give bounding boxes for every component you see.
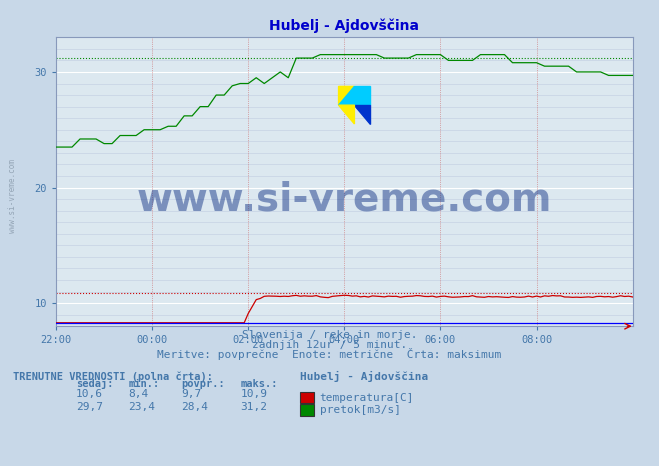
- Text: www.si-vreme.com: www.si-vreme.com: [8, 159, 17, 233]
- Text: zadnjih 12ur / 5 minut.: zadnjih 12ur / 5 minut.: [252, 340, 407, 350]
- Polygon shape: [339, 105, 355, 124]
- Text: 8,4: 8,4: [129, 389, 149, 399]
- Text: www.si-vreme.com: www.si-vreme.com: [136, 180, 552, 218]
- Text: 23,4: 23,4: [129, 402, 156, 411]
- Text: 9,7: 9,7: [181, 389, 202, 399]
- Text: maks.:: maks.:: [241, 379, 278, 389]
- Text: pretok[m3/s]: pretok[m3/s]: [320, 405, 401, 415]
- Text: 29,7: 29,7: [76, 402, 103, 411]
- Text: min.:: min.:: [129, 379, 159, 389]
- Polygon shape: [355, 105, 370, 124]
- Text: Slovenija / reke in morje.: Slovenija / reke in morje.: [242, 330, 417, 340]
- Text: 10,9: 10,9: [241, 389, 268, 399]
- Text: 10,6: 10,6: [76, 389, 103, 399]
- Text: 28,4: 28,4: [181, 402, 208, 411]
- Title: Hubelj - Ajdovščina: Hubelj - Ajdovščina: [270, 19, 419, 34]
- Text: TRENUTNE VREDNOSTI (polna črta):: TRENUTNE VREDNOSTI (polna črta):: [13, 371, 213, 382]
- Text: 31,2: 31,2: [241, 402, 268, 411]
- Polygon shape: [339, 86, 355, 105]
- Text: temperatura[C]: temperatura[C]: [320, 393, 414, 403]
- Text: povpr.:: povpr.:: [181, 379, 225, 389]
- Text: Meritve: povprečne  Enote: metrične  Črta: maksimum: Meritve: povprečne Enote: metrične Črta:…: [158, 349, 501, 360]
- Text: Hubelj - Ajdovščina: Hubelj - Ajdovščina: [300, 371, 428, 382]
- Text: sedaj:: sedaj:: [76, 378, 113, 389]
- Polygon shape: [339, 86, 355, 105]
- Polygon shape: [355, 86, 370, 105]
